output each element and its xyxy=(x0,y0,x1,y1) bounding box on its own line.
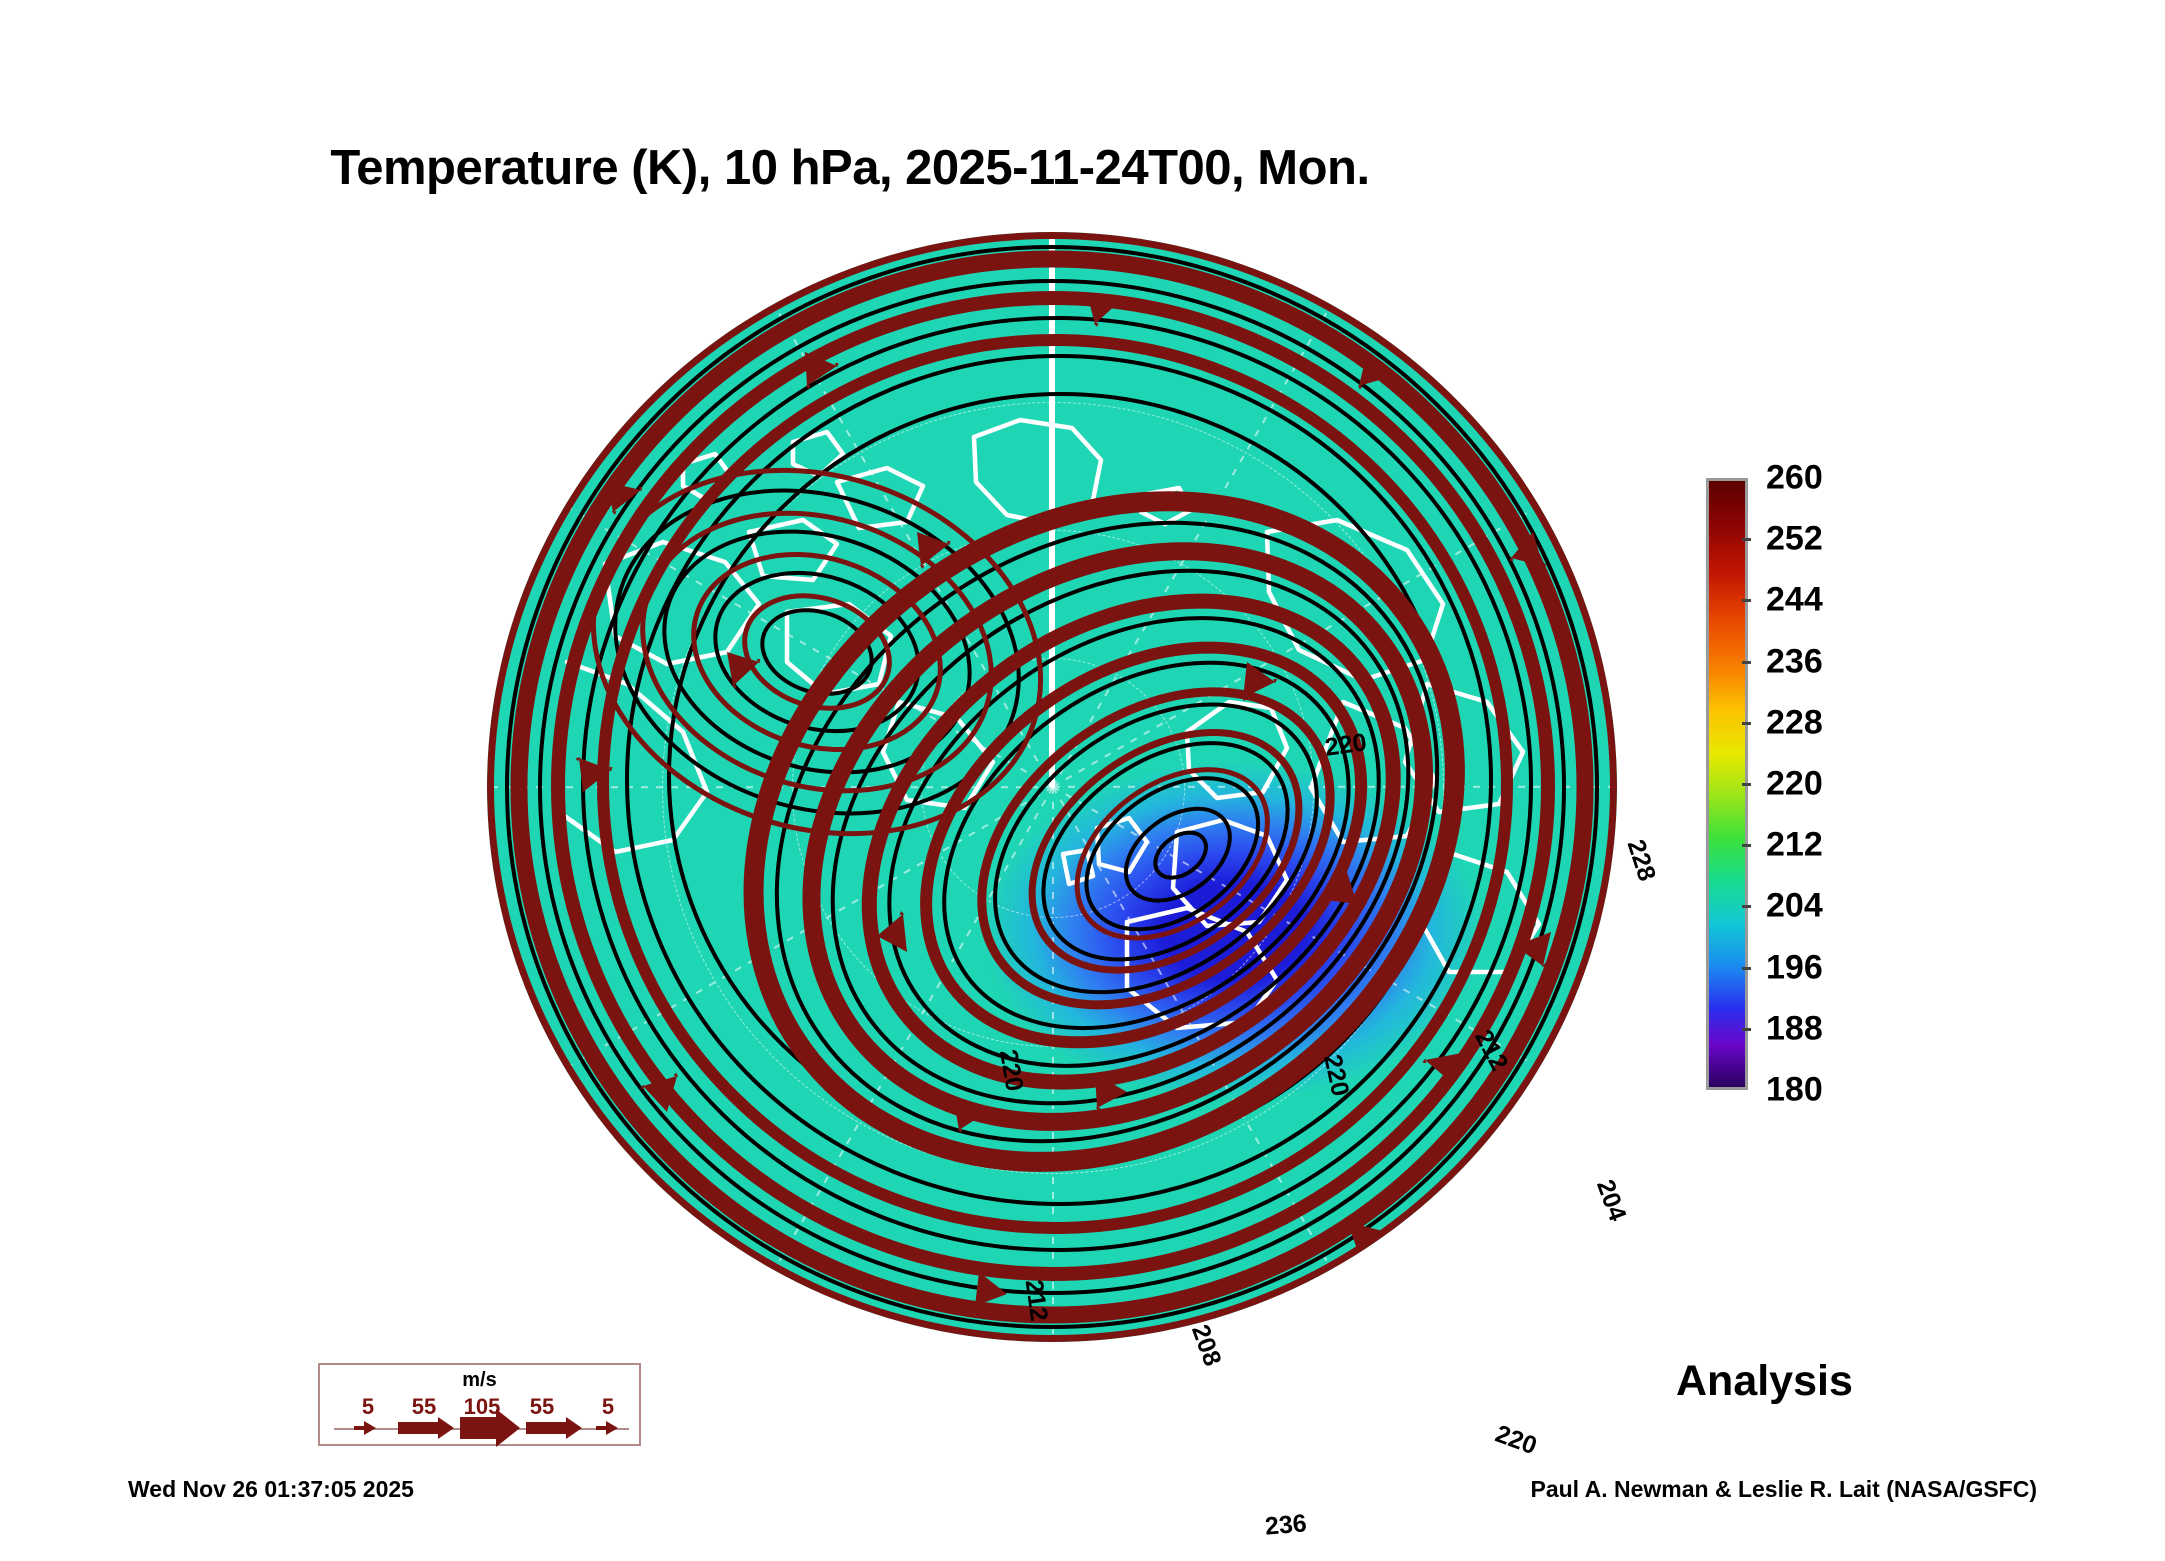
wind-legend-value: 55 xyxy=(529,1394,555,1419)
colorbar-label-204: 204 xyxy=(1766,886,1823,925)
colorbar-label-220: 220 xyxy=(1766,764,1823,803)
colorbar-tick-204 xyxy=(1742,905,1751,909)
analysis-label: Analysis xyxy=(1676,1357,1853,1405)
temperature-field xyxy=(487,232,1617,1342)
wind-legend-value: 105 xyxy=(463,1394,501,1419)
wind-legend-value: 5 xyxy=(601,1394,615,1419)
colorbar-tick-244 xyxy=(1742,599,1751,603)
colorbar-tick-228 xyxy=(1742,721,1751,725)
colorbar-tick-236 xyxy=(1742,660,1751,664)
colorbar-tick-220 xyxy=(1742,783,1751,786)
colorbar-tick-212 xyxy=(1742,844,1751,848)
colorbar-label-252: 252 xyxy=(1766,519,1823,558)
colorbar-label-244: 244 xyxy=(1766,580,1823,619)
colorbar: 260 252 244 236 228 220 212 204 196 188 180 xyxy=(1706,459,1823,1109)
wind-unit-label: m/s xyxy=(462,1369,497,1391)
colorbar-label-196: 196 xyxy=(1766,948,1823,987)
colorbar-label-236: 236 xyxy=(1766,642,1823,681)
wind-legend-value: 55 xyxy=(411,1394,437,1419)
polar-stereographic-map: 220 228 212 220 220 204 212 208 220 236 xyxy=(487,232,1667,1541)
contour-label-228: 228 xyxy=(1621,836,1662,885)
colorbar-label-260: 260 xyxy=(1766,458,1823,497)
contour-label-236: 236 xyxy=(1263,1509,1308,1541)
wind-legend-value: 5 xyxy=(361,1394,375,1419)
colorbar-tick-188 xyxy=(1742,1027,1751,1031)
colorbar-tick-252 xyxy=(1742,538,1751,542)
wind-speed-legend: m/s 5 55 105 55 5 xyxy=(318,1363,641,1447)
page-title: Temperature (K), 10 hPa, 2025-11-24T00, … xyxy=(330,141,1370,195)
contour-label-220: 220 xyxy=(1323,728,1369,762)
wind-legend-arrows xyxy=(354,1409,618,1447)
colorbar-label-180: 180 xyxy=(1766,1070,1823,1109)
colorbar-label-212: 212 xyxy=(1766,825,1823,864)
colorbar-tick-196 xyxy=(1742,966,1751,970)
author-credit: Paul A. Newman & Leslie R. Lait (NASA/GS… xyxy=(1530,1476,2037,1502)
generated-timestamp: Wed Nov 26 01:37:05 2025 xyxy=(128,1476,414,1502)
colorbar-label-188: 188 xyxy=(1766,1009,1823,1048)
globe-rim xyxy=(487,232,1617,1342)
contour-label-212: 212 xyxy=(1019,1277,1054,1324)
colorbar-label-228: 228 xyxy=(1766,703,1823,742)
contour-label-220: 220 xyxy=(1491,1419,1541,1461)
